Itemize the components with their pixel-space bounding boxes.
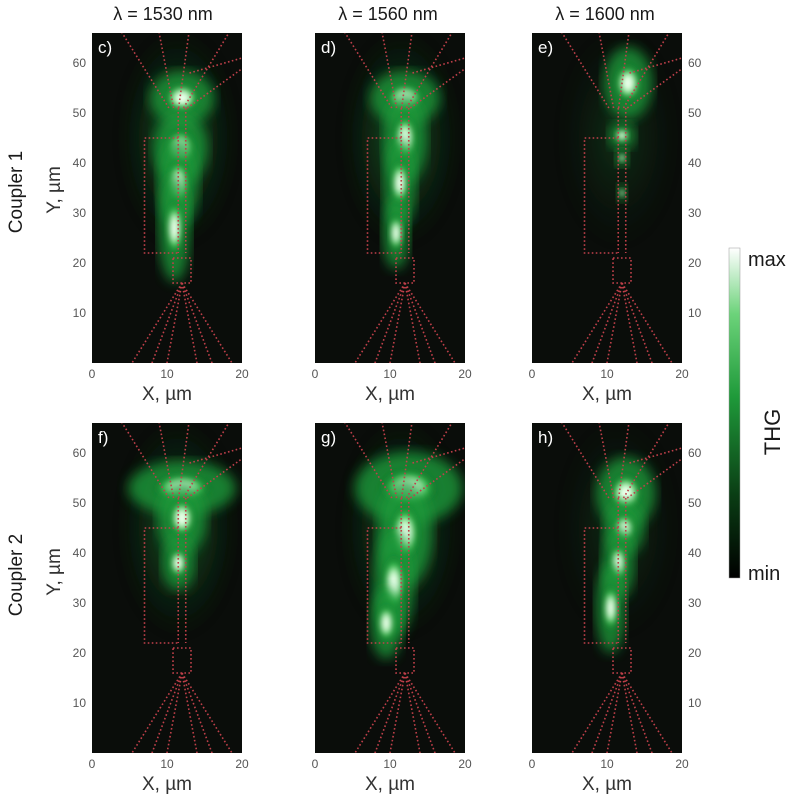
column-title-2: λ = 1560 nm [338,4,438,24]
map-panel-1: c) 0 10 20 X, µm 10 20 30 40 50 60 [73,33,249,405]
y-tick-label: 10 [73,306,87,320]
y-tick-label: 20 [73,646,87,660]
map-panel-3: e) 0 10 20 X, µm 10 20 30 40 50 60 [529,33,702,405]
panel-label: h) [538,428,553,447]
x-tick-label: 20 [235,757,249,771]
x-tick-label: 10 [383,757,397,771]
panel-label: f) [98,428,108,447]
map-panel-2: d) 0 10 20 X, µm [312,33,472,405]
x-axis-title: X, µm [582,774,632,795]
device-outline [561,33,682,363]
y-tick-label: 40 [688,546,702,560]
y-tick-label: 20 [688,646,702,660]
colorbar-title: THG [760,409,785,455]
x-tick-label: 20 [675,757,689,771]
y-tick-label: 60 [73,446,87,460]
device-outline [121,33,242,363]
x-axis-title: X, µm [365,774,415,795]
y-tick-label: 40 [688,156,702,170]
x-tick-label: 10 [600,367,614,381]
x-tick-label: 10 [383,367,397,381]
x-tick-label: 0 [89,367,96,381]
y-tick-label: 40 [73,156,87,170]
x-tick-label: 20 [675,367,689,381]
y-tick-label: 30 [73,596,87,610]
colorbar: max min THG [728,247,786,585]
y-tick-label: 40 [73,546,87,560]
panel-label: c) [98,38,112,57]
row-title-1: Coupler 1 [6,151,27,233]
x-tick-label: 0 [89,757,96,771]
y-tick-label: 60 [688,56,702,70]
x-tick-label: 0 [529,367,536,381]
y-axis-title-1: Y, µm [44,166,65,214]
x-tick-label: 10 [160,367,174,381]
x-tick-label: 0 [312,367,319,381]
colorbar-min-label: min [748,563,780,585]
x-tick-label: 20 [458,367,472,381]
panel-label: d) [321,38,336,57]
x-tick-label: 10 [600,757,614,771]
device-outline [344,423,465,753]
y-tick-label: 30 [688,596,702,610]
panel-label: g) [321,428,336,447]
y-tick-label: 50 [688,496,702,510]
map-panel-4: f) 0 10 20 X, µm 10 20 30 40 50 60 [73,423,249,795]
y-tick-label: 50 [73,106,87,120]
y-tick-label: 30 [688,206,702,220]
panel-label: e) [538,38,553,57]
y-tick-label: 60 [73,56,87,70]
x-tick-label: 0 [312,757,319,771]
column-title-3: λ = 1600 nm [555,4,655,24]
y-tick-label: 30 [73,206,87,220]
panels-group: c) 0 10 20 X, µm 10 20 30 40 50 60 d) 0 10 20 X, µm e) 0 1… [73,33,702,795]
x-axis-title: X, µm [582,384,632,405]
map-panel-5: g) 0 10 20 X, µm [312,423,472,795]
colorbar-max-label: max [748,249,786,271]
y-tick-label: 10 [73,696,87,710]
x-tick-label: 20 [458,757,472,771]
y-tick-label: 60 [688,446,702,460]
x-axis-title: X, µm [142,384,192,405]
y-tick-label: 50 [688,106,702,120]
map-panel-6: h) 0 10 20 X, µm 10 20 30 40 50 60 [529,423,702,795]
y-tick-label: 10 [688,306,702,320]
device-outline [561,423,682,753]
device-outline [344,33,465,363]
y-axis-title-2: Y, µm [44,548,65,596]
device-outline [121,423,242,753]
x-tick-label: 0 [529,757,536,771]
x-tick-label: 20 [235,367,249,381]
y-tick-label: 10 [688,696,702,710]
y-tick-label: 20 [73,256,87,270]
colorbar-gradient [728,247,741,579]
x-axis-title: X, µm [142,774,192,795]
row-title-2: Coupler 2 [6,534,27,616]
column-title-1: λ = 1530 nm [113,4,213,24]
x-axis-title: X, µm [365,384,415,405]
y-tick-label: 50 [73,496,87,510]
x-tick-label: 10 [160,757,174,771]
y-tick-label: 20 [688,256,702,270]
